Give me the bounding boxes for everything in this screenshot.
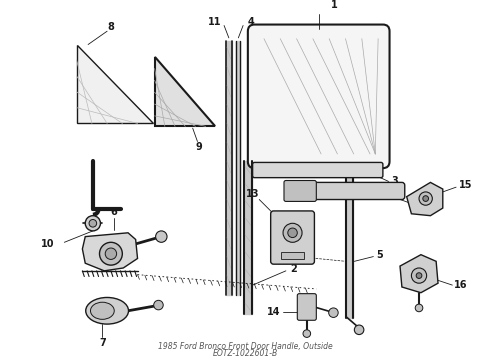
Circle shape — [329, 308, 338, 318]
Polygon shape — [77, 45, 153, 123]
Text: 16: 16 — [454, 280, 467, 290]
Text: 10: 10 — [41, 239, 55, 249]
Circle shape — [85, 216, 100, 231]
Polygon shape — [82, 233, 138, 271]
Circle shape — [105, 248, 117, 260]
Text: 6: 6 — [110, 207, 117, 217]
Circle shape — [354, 325, 364, 334]
Text: 8: 8 — [107, 22, 114, 32]
Circle shape — [415, 304, 423, 312]
Text: 3: 3 — [392, 176, 399, 186]
Circle shape — [283, 223, 302, 242]
Polygon shape — [407, 183, 443, 216]
Polygon shape — [400, 255, 438, 293]
Text: 15: 15 — [459, 180, 472, 190]
Circle shape — [99, 242, 122, 265]
Text: 5: 5 — [377, 250, 383, 260]
Circle shape — [419, 192, 432, 205]
Text: 1: 1 — [331, 0, 337, 10]
Text: 12: 12 — [416, 199, 430, 209]
FancyBboxPatch shape — [297, 294, 317, 320]
Text: 14: 14 — [267, 307, 280, 317]
Text: 2: 2 — [290, 264, 297, 274]
Circle shape — [303, 330, 311, 337]
Text: 13: 13 — [246, 189, 259, 199]
Circle shape — [288, 228, 297, 238]
Circle shape — [423, 196, 429, 202]
Circle shape — [412, 268, 427, 283]
Ellipse shape — [86, 297, 128, 324]
Bar — [281, 252, 304, 260]
Circle shape — [89, 220, 97, 227]
FancyBboxPatch shape — [270, 211, 315, 264]
Circle shape — [416, 273, 422, 278]
Text: 7: 7 — [99, 338, 106, 348]
Circle shape — [154, 300, 163, 310]
FancyBboxPatch shape — [284, 180, 317, 202]
FancyBboxPatch shape — [285, 183, 405, 199]
Text: 1985 Ford Bronco Front Door Handle, Outside: 1985 Ford Bronco Front Door Handle, Outs… — [158, 342, 332, 351]
Text: 9: 9 — [196, 142, 203, 152]
FancyBboxPatch shape — [253, 162, 383, 177]
Text: 4: 4 — [248, 17, 255, 27]
Polygon shape — [155, 57, 215, 126]
Ellipse shape — [91, 302, 114, 319]
Text: 11: 11 — [208, 17, 221, 27]
FancyBboxPatch shape — [248, 24, 390, 168]
Text: EOTZ-1022601-B: EOTZ-1022601-B — [212, 349, 278, 358]
Circle shape — [156, 231, 167, 242]
